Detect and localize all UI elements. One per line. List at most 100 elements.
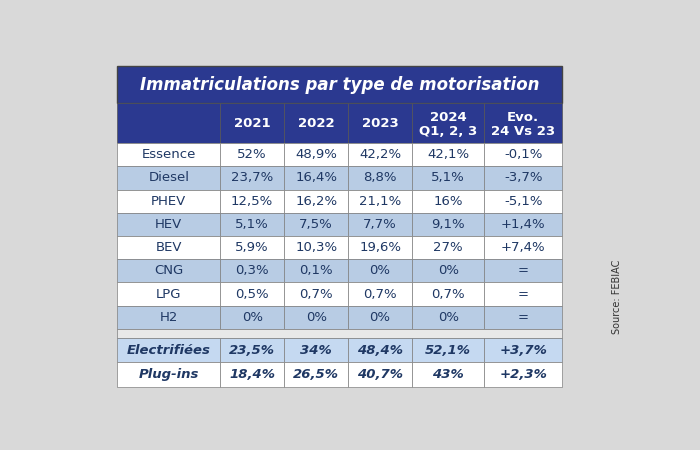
Text: 7,5%: 7,5% <box>300 218 333 231</box>
Bar <box>484 189 562 213</box>
Text: 7,7%: 7,7% <box>363 218 397 231</box>
Bar <box>284 103 348 143</box>
Text: -5,1%: -5,1% <box>504 194 542 207</box>
Text: +3,7%: +3,7% <box>499 343 547 356</box>
Bar <box>484 103 562 143</box>
Text: 2021: 2021 <box>234 117 270 130</box>
Text: 0%: 0% <box>438 264 458 277</box>
Text: 0%: 0% <box>438 311 458 324</box>
Bar <box>118 143 220 166</box>
Text: 0,7%: 0,7% <box>300 288 333 301</box>
Bar <box>220 259 284 283</box>
Bar <box>118 259 220 283</box>
Text: 0%: 0% <box>370 264 391 277</box>
Bar <box>348 166 412 189</box>
Text: +2,3%: +2,3% <box>499 368 547 381</box>
Bar <box>118 103 220 143</box>
Bar <box>284 259 348 283</box>
Bar <box>118 362 220 387</box>
Text: Evo.: Evo. <box>508 111 539 123</box>
Bar <box>484 166 562 189</box>
Bar <box>118 166 220 189</box>
Text: 5,1%: 5,1% <box>431 171 465 184</box>
Text: 48,9%: 48,9% <box>295 148 337 161</box>
Text: 10,3%: 10,3% <box>295 241 337 254</box>
Text: 0,7%: 0,7% <box>363 288 397 301</box>
Text: 0,3%: 0,3% <box>235 264 269 277</box>
Bar <box>348 236 412 259</box>
Text: 34%: 34% <box>300 343 332 356</box>
Text: Source: FEBIAC: Source: FEBIAC <box>612 260 622 334</box>
Bar <box>412 283 484 306</box>
Bar <box>118 236 220 259</box>
Bar <box>412 166 484 189</box>
Bar <box>118 283 220 306</box>
Bar <box>220 306 284 329</box>
Text: Q1, 2, 3: Q1, 2, 3 <box>419 125 477 138</box>
Bar <box>412 143 484 166</box>
Bar <box>118 338 220 362</box>
Text: 0%: 0% <box>306 311 327 324</box>
Bar <box>284 213 348 236</box>
Text: 0%: 0% <box>370 311 391 324</box>
Text: 5,1%: 5,1% <box>235 218 269 231</box>
Text: 0%: 0% <box>241 311 262 324</box>
Text: 2024: 2024 <box>430 111 467 123</box>
Bar <box>348 213 412 236</box>
Bar <box>412 306 484 329</box>
Text: 16%: 16% <box>433 194 463 207</box>
Bar <box>284 236 348 259</box>
Bar <box>348 143 412 166</box>
Bar <box>348 306 412 329</box>
Text: +7,4%: +7,4% <box>501 241 545 254</box>
Text: 2023: 2023 <box>362 117 398 130</box>
Text: Diesel: Diesel <box>148 171 189 184</box>
Bar <box>284 143 348 166</box>
Text: 0,7%: 0,7% <box>431 288 465 301</box>
Bar <box>484 213 562 236</box>
Bar <box>412 362 484 387</box>
Bar <box>284 338 348 362</box>
Text: =: = <box>518 264 528 277</box>
Text: 42,1%: 42,1% <box>427 148 469 161</box>
Text: 24 Vs 23: 24 Vs 23 <box>491 125 555 138</box>
Text: 0,1%: 0,1% <box>300 264 333 277</box>
Bar <box>484 236 562 259</box>
Text: 26,5%: 26,5% <box>293 368 339 381</box>
Text: 16,2%: 16,2% <box>295 194 337 207</box>
Text: -3,7%: -3,7% <box>504 171 542 184</box>
Text: 18,4%: 18,4% <box>229 368 275 381</box>
Bar <box>484 338 562 362</box>
Text: LPG: LPG <box>156 288 181 301</box>
Bar <box>348 103 412 143</box>
Text: 19,6%: 19,6% <box>359 241 401 254</box>
Text: PHEV: PHEV <box>151 194 186 207</box>
Text: 43%: 43% <box>433 368 464 381</box>
Bar <box>412 213 484 236</box>
Bar <box>118 306 220 329</box>
Bar <box>220 103 284 143</box>
Bar <box>412 103 484 143</box>
Bar <box>220 213 284 236</box>
Bar <box>118 189 220 213</box>
Bar <box>220 189 284 213</box>
Text: =: = <box>518 288 528 301</box>
Text: 12,5%: 12,5% <box>231 194 273 207</box>
Bar <box>115 64 565 388</box>
Text: 42,2%: 42,2% <box>359 148 401 161</box>
Text: -0,1%: -0,1% <box>504 148 542 161</box>
Bar <box>412 236 484 259</box>
Bar <box>484 362 562 387</box>
Bar <box>284 306 348 329</box>
Text: 23,5%: 23,5% <box>229 343 275 356</box>
Text: 9,1%: 9,1% <box>431 218 465 231</box>
Bar <box>484 306 562 329</box>
Bar <box>348 338 412 362</box>
Text: 8,8%: 8,8% <box>363 171 397 184</box>
Text: 27%: 27% <box>433 241 463 254</box>
Text: +1,4%: +1,4% <box>501 218 545 231</box>
Bar <box>220 236 284 259</box>
Bar <box>412 338 484 362</box>
Bar <box>484 143 562 166</box>
Bar <box>412 259 484 283</box>
